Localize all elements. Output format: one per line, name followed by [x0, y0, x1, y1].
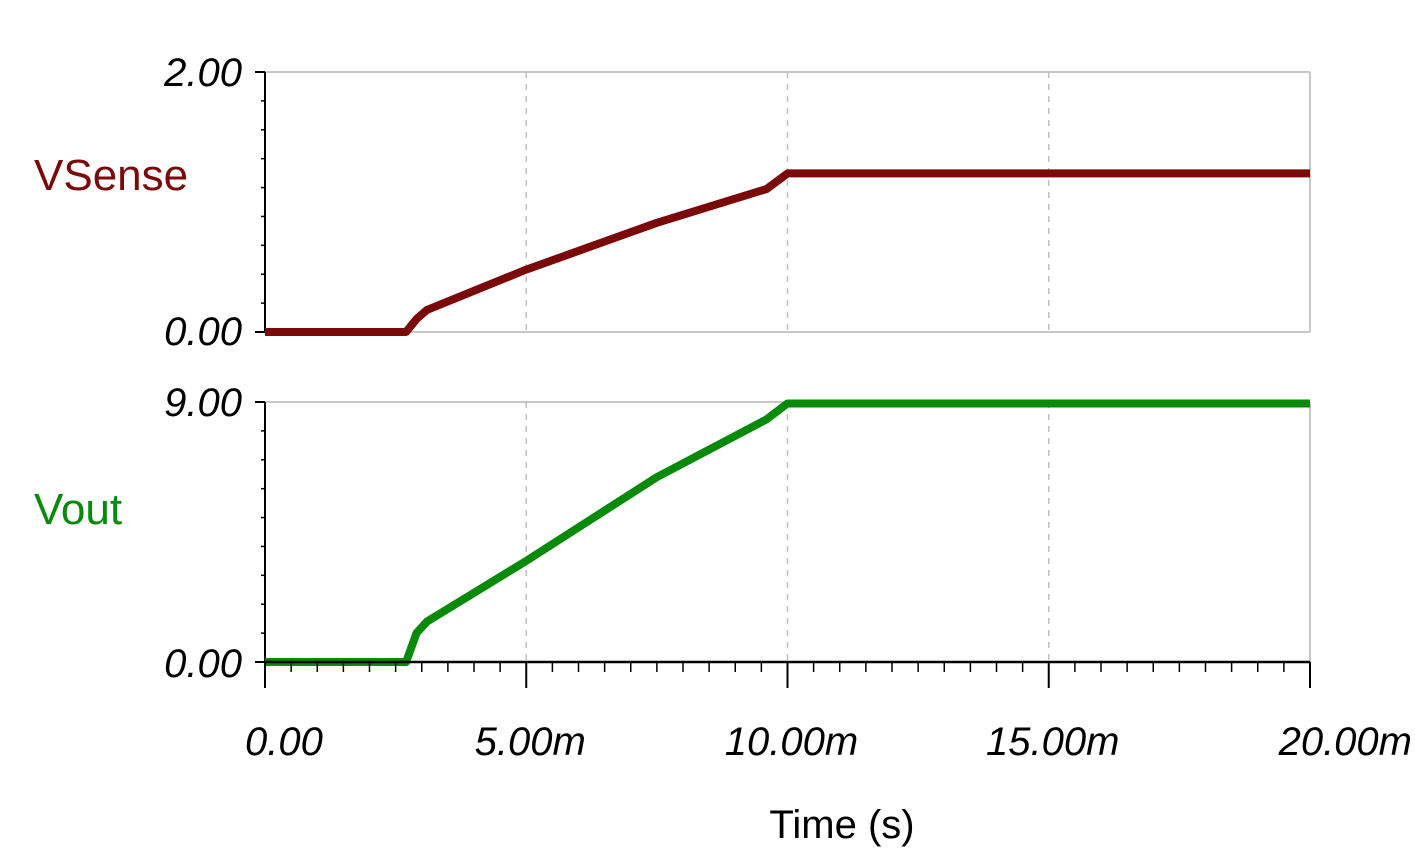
- vsense-series-label: VSense: [34, 151, 188, 200]
- vsense-y-tick-max: 2.00: [163, 51, 242, 95]
- vout-y-tick-max: 9.00: [164, 381, 242, 425]
- vsense-y-tick-min: 0.00: [164, 310, 242, 354]
- vout-y-tick-min: 0.00: [164, 642, 242, 686]
- x-tick-label: 0.00: [245, 720, 323, 764]
- x-axis: [264, 660, 1311, 688]
- vsense-grid: [265, 71, 1311, 333]
- x-tick-label: 10.00m: [725, 720, 858, 764]
- x-axis-title: Time (s): [769, 803, 914, 847]
- x-tick-label: 15.00m: [986, 720, 1119, 764]
- vout-y-axis: [255, 401, 266, 663]
- vsense-y-axis: [255, 71, 266, 333]
- vout-series-label: Vout: [34, 485, 122, 534]
- x-tick-labels: 0.00 5.00m 10.00m 15.00m 20.00m: [245, 720, 1412, 764]
- vsense-series-line: [265, 169, 1310, 336]
- x-tick-label: 20.00m: [1278, 720, 1412, 764]
- vsense-panel: 2.00 0.00 VSense: [34, 51, 1311, 354]
- vout-series-line: [265, 399, 1310, 666]
- x-tick-label: 5.00m: [475, 720, 586, 764]
- vout-panel: 9.00 0.00 Vout: [34, 381, 1311, 686]
